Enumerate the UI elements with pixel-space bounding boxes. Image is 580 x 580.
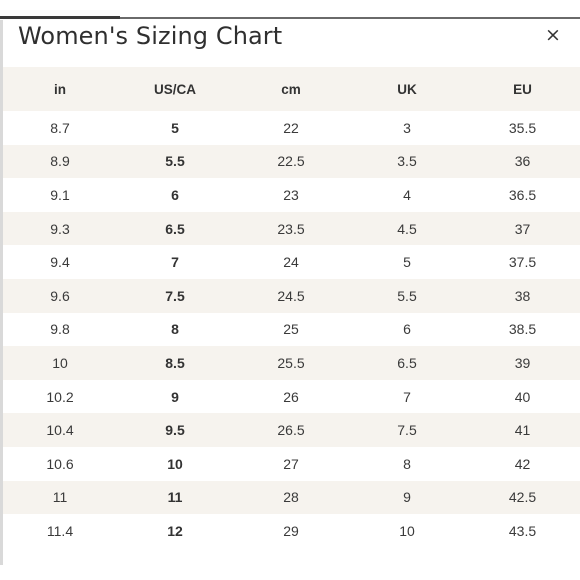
cell-uk: 7.5 bbox=[397, 422, 417, 439]
cell-uk: 9 bbox=[403, 489, 411, 506]
cell-cm: 22.5 bbox=[277, 153, 305, 170]
cell-in: 10.6 bbox=[46, 455, 74, 472]
cell-cm: 27 bbox=[283, 455, 299, 472]
cell-us-ca: 8.5 bbox=[165, 354, 185, 371]
cell-in: 9.3 bbox=[50, 220, 70, 237]
cell-eu: 41 bbox=[514, 422, 531, 439]
cell-cm: 24 bbox=[283, 254, 299, 271]
table-row: 8.7 5 22 3 35.5 bbox=[3, 111, 580, 145]
cell-in: 10.4 bbox=[46, 422, 74, 439]
cell-us-ca: 7 bbox=[171, 254, 179, 271]
cell-cm: 23.5 bbox=[277, 220, 305, 237]
cell-uk: 3 bbox=[403, 119, 411, 136]
cell-uk: 8 bbox=[403, 455, 411, 472]
cell-eu: 39 bbox=[514, 354, 531, 371]
cell-uk: 5 bbox=[403, 254, 411, 271]
cell-cm: 22 bbox=[283, 119, 299, 136]
cell-in: 8.9 bbox=[50, 153, 70, 170]
left-edge-border bbox=[0, 20, 3, 565]
cell-eu: 43.5 bbox=[508, 522, 537, 539]
header-row: in US/CA cm UK EU bbox=[3, 67, 580, 111]
header-cm: cm bbox=[281, 81, 301, 97]
modal-title: Women's Sizing Chart bbox=[18, 22, 283, 50]
table-row: 9.4 7 24 5 37.5 bbox=[3, 245, 580, 279]
cell-cm: 26.5 bbox=[277, 422, 305, 439]
cell-in: 9.8 bbox=[50, 321, 70, 338]
cell-uk: 4 bbox=[403, 186, 411, 203]
table-row: 10.2 9 26 7 40 bbox=[3, 380, 580, 414]
table-row: 9.6 7.5 24.5 5.5 38 bbox=[3, 278, 580, 313]
cell-us-ca: 7.5 bbox=[165, 287, 185, 304]
cell-eu: 37 bbox=[514, 220, 531, 237]
table-row: 9.1 6 23 4 36.5 bbox=[3, 178, 580, 212]
table-row: 11.4 12 29 10 43.5 bbox=[3, 514, 580, 548]
table-row: 9.8 8 25 6 38.5 bbox=[3, 313, 580, 347]
cell-eu: 42.5 bbox=[508, 489, 537, 506]
cell-cm: 26 bbox=[283, 388, 299, 405]
sizing-table: in US/CA cm UK EU 8.7 5 22 3 35.5 8.9 5.… bbox=[3, 67, 580, 548]
cell-us-ca: 6.5 bbox=[165, 220, 185, 237]
close-icon[interactable]: × bbox=[545, 24, 561, 46]
top-border-light-segment bbox=[120, 17, 580, 19]
cell-us-ca: 5.5 bbox=[165, 153, 185, 170]
cell-in: 9.1 bbox=[50, 186, 70, 203]
cell-uk: 7 bbox=[403, 388, 411, 405]
cell-cm: 29 bbox=[283, 522, 299, 539]
cell-uk: 6.5 bbox=[397, 354, 417, 371]
cell-uk: 5.5 bbox=[397, 287, 417, 304]
cell-uk: 4.5 bbox=[397, 220, 417, 237]
header-eu: EU bbox=[513, 81, 532, 97]
cell-eu: 40 bbox=[514, 388, 531, 405]
cell-cm: 25 bbox=[283, 321, 299, 338]
cell-cm: 23 bbox=[283, 186, 299, 203]
cell-eu: 38.5 bbox=[508, 321, 537, 338]
header-in: in bbox=[54, 81, 66, 97]
cell-us-ca: 10 bbox=[167, 455, 183, 472]
cell-us-ca: 12 bbox=[167, 522, 183, 539]
cell-in: 11.4 bbox=[46, 522, 74, 539]
table-row: 10.4 9.5 26.5 7.5 41 bbox=[3, 413, 580, 447]
table-row: 11 11 28 9 42.5 bbox=[3, 480, 580, 515]
top-border bbox=[0, 0, 580, 20]
table-row: 10.6 10 27 8 42 bbox=[3, 447, 580, 481]
header-us-ca: US/CA bbox=[153, 81, 196, 97]
cell-us-ca: 8 bbox=[171, 321, 179, 338]
cell-eu: 35.5 bbox=[508, 119, 537, 136]
cell-in: 11 bbox=[52, 489, 68, 506]
cell-eu: 36 bbox=[514, 153, 531, 170]
cell-us-ca: 9.5 bbox=[165, 422, 185, 439]
cell-us-ca: 11 bbox=[167, 489, 183, 506]
cell-uk: 3.5 bbox=[397, 153, 417, 170]
cell-uk: 10 bbox=[399, 522, 415, 539]
sizing-table-body: 8.7 5 22 3 35.5 8.9 5.5 22.5 3.5 36 9.1 … bbox=[3, 111, 580, 548]
cell-in: 10.2 bbox=[46, 388, 74, 405]
cell-eu: 37.5 bbox=[508, 254, 537, 271]
cell-cm: 28 bbox=[283, 489, 299, 506]
cell-cm: 24.5 bbox=[277, 287, 305, 304]
top-border-dark-segment bbox=[0, 16, 120, 19]
cell-us-ca: 5 bbox=[171, 119, 179, 136]
cell-us-ca: 6 bbox=[171, 186, 179, 203]
table-row: 10 8.5 25.5 6.5 39 bbox=[3, 346, 580, 380]
table-row: 8.9 5.5 22.5 3.5 36 bbox=[3, 144, 580, 179]
cell-uk: 6 bbox=[403, 321, 411, 338]
header-uk: UK bbox=[397, 81, 417, 97]
cell-in: 9.4 bbox=[50, 254, 70, 271]
table-row: 9.3 6.5 23.5 4.5 37 bbox=[3, 211, 580, 246]
cell-eu: 36.5 bbox=[508, 186, 537, 203]
sizing-table-header: in US/CA cm UK EU bbox=[3, 67, 580, 111]
cell-in: 9.6 bbox=[50, 287, 70, 304]
cell-eu: 38 bbox=[514, 287, 531, 304]
cell-us-ca: 9 bbox=[171, 388, 179, 405]
cell-in: 10 bbox=[52, 354, 68, 371]
cell-eu: 42 bbox=[514, 455, 531, 472]
cell-cm: 25.5 bbox=[277, 354, 305, 371]
sizing-chart-modal: Women's Sizing Chart × in US/CA cm UK EU… bbox=[3, 20, 580, 565]
cell-in: 8.7 bbox=[50, 119, 70, 136]
